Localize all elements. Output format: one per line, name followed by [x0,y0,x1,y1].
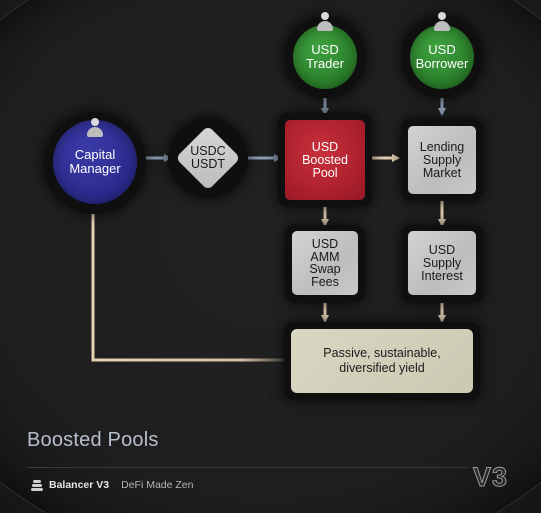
brand-bar: Balancer V3 DeFi Made Zen [31,478,194,492]
usd-borrower-node: USD Borrower [410,25,474,89]
lending-supply-market-node: Lending Supply Market [408,126,476,194]
page-title: Boosted Pools [27,429,159,451]
brand-name: Balancer V3 [49,479,110,491]
yield-node: Passive, sustainable, diversified yield [291,329,473,393]
usd-boosted-pool-node: USD Boosted Pool [285,120,365,200]
usd-supply-interest-node: USD Supply Interest [408,231,476,295]
arrow-yield-to-manager [91,204,290,362]
user-icon [317,12,333,32]
usd-trader-node: USD Trader [293,25,357,89]
stablecoins-label: USDC USDT [190,144,226,171]
footer-divider [27,467,467,468]
usd-amm-swap-fees-node: USD AMM Swap Fees [292,231,358,295]
balancer-logo-icon [31,480,43,491]
user-icon [87,118,103,138]
brand-tagline: DeFi Made Zen [121,479,194,491]
user-icon [434,12,450,32]
v3-watermark: V3 [472,462,509,493]
stablecoins-node: USDC USDT [175,125,241,191]
